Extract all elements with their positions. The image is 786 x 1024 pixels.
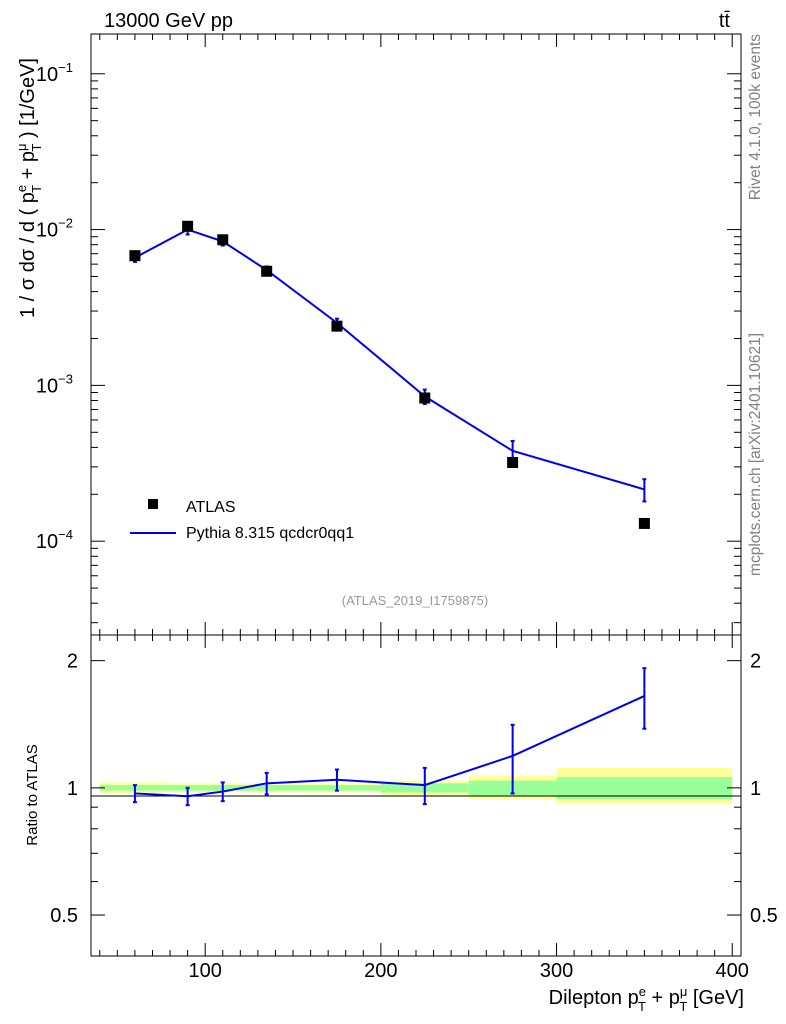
ratio-y-tick-label-left: 2 — [67, 651, 78, 673]
main-axis-ticks — [91, 34, 741, 635]
y-tick-label: 10−3 — [36, 371, 73, 397]
y-tick-label: 10−2 — [36, 216, 73, 242]
main-panel: 10−1 10−2 10−3 10−4 — [36, 33, 742, 636]
data-point — [638, 517, 650, 529]
ratio-panel: 0.5 0.5 1 1 2 2 100 200 300 400 — [50, 634, 778, 982]
ratio-mc-line — [134, 695, 645, 798]
mc-series-line — [134, 228, 645, 491]
analysis-id-label: (ATLAS_2019_I1759875) — [342, 593, 488, 608]
data-point — [261, 265, 273, 277]
data-point — [217, 234, 229, 246]
ratio-y-tick-label-right: 2 — [750, 651, 761, 673]
x-tick-label: 200 — [364, 960, 397, 982]
legend-data-label: ATLAS — [186, 499, 236, 516]
y-tick-label: 10−1 — [36, 60, 73, 86]
x-axis-label: Dilepton pe T + pμ T [GeV] — [549, 984, 744, 1014]
main-y-axis-label: 1 / σ dσ / d ( peT + pμT ) [1/GeV] — [14, 58, 44, 318]
band-inner-bin — [556, 777, 733, 800]
main-plot-frame — [90, 33, 742, 636]
ratio-y-tick-label-left: 0.5 — [50, 905, 78, 927]
x-tick-label: 400 — [716, 960, 749, 982]
legend-mc-label: Pythia 8.315 qcdcr0qq1 — [186, 525, 354, 542]
ratio-reference-band — [99, 767, 733, 805]
ratio-y-tick-label-right: 1 — [750, 778, 761, 800]
ratio-y-tick-labels: 0.5 0.5 1 1 2 2 — [50, 651, 778, 927]
x-tick-labels: 100 200 300 400 — [189, 960, 749, 982]
x-tick-label: 300 — [540, 960, 573, 982]
legend: ATLAS Pythia 8.315 qcdcr0qq1 — [130, 499, 354, 542]
y-tick-label: 10−4 — [36, 527, 73, 553]
data-point — [331, 320, 343, 332]
ratio-y-tick-label-left: 1 — [67, 778, 78, 800]
x-tick-label: 100 — [189, 960, 222, 982]
data-point — [182, 220, 194, 232]
ratio-plot-frame — [90, 634, 742, 957]
energy-label: 13000 GeV pp — [104, 10, 233, 32]
data-point — [129, 250, 141, 262]
mcplots-label: mcplots.cern.ch [arXiv:2401.10621] — [747, 333, 764, 576]
data-point — [419, 392, 431, 404]
legend-data-marker — [148, 499, 158, 509]
rivet-label: Rivet 4.1.0, 100k events — [747, 34, 764, 201]
ratio-axis-ticks — [91, 635, 741, 957]
data-point — [507, 456, 519, 468]
main-y-tick-labels: 10−1 10−2 10−3 10−4 — [36, 60, 73, 553]
ratio-y-tick-label-right: 0.5 — [750, 905, 778, 927]
ratio-y-axis-label: Ratio to ATLAS — [24, 744, 41, 845]
process-label: tt̄ — [719, 10, 731, 32]
